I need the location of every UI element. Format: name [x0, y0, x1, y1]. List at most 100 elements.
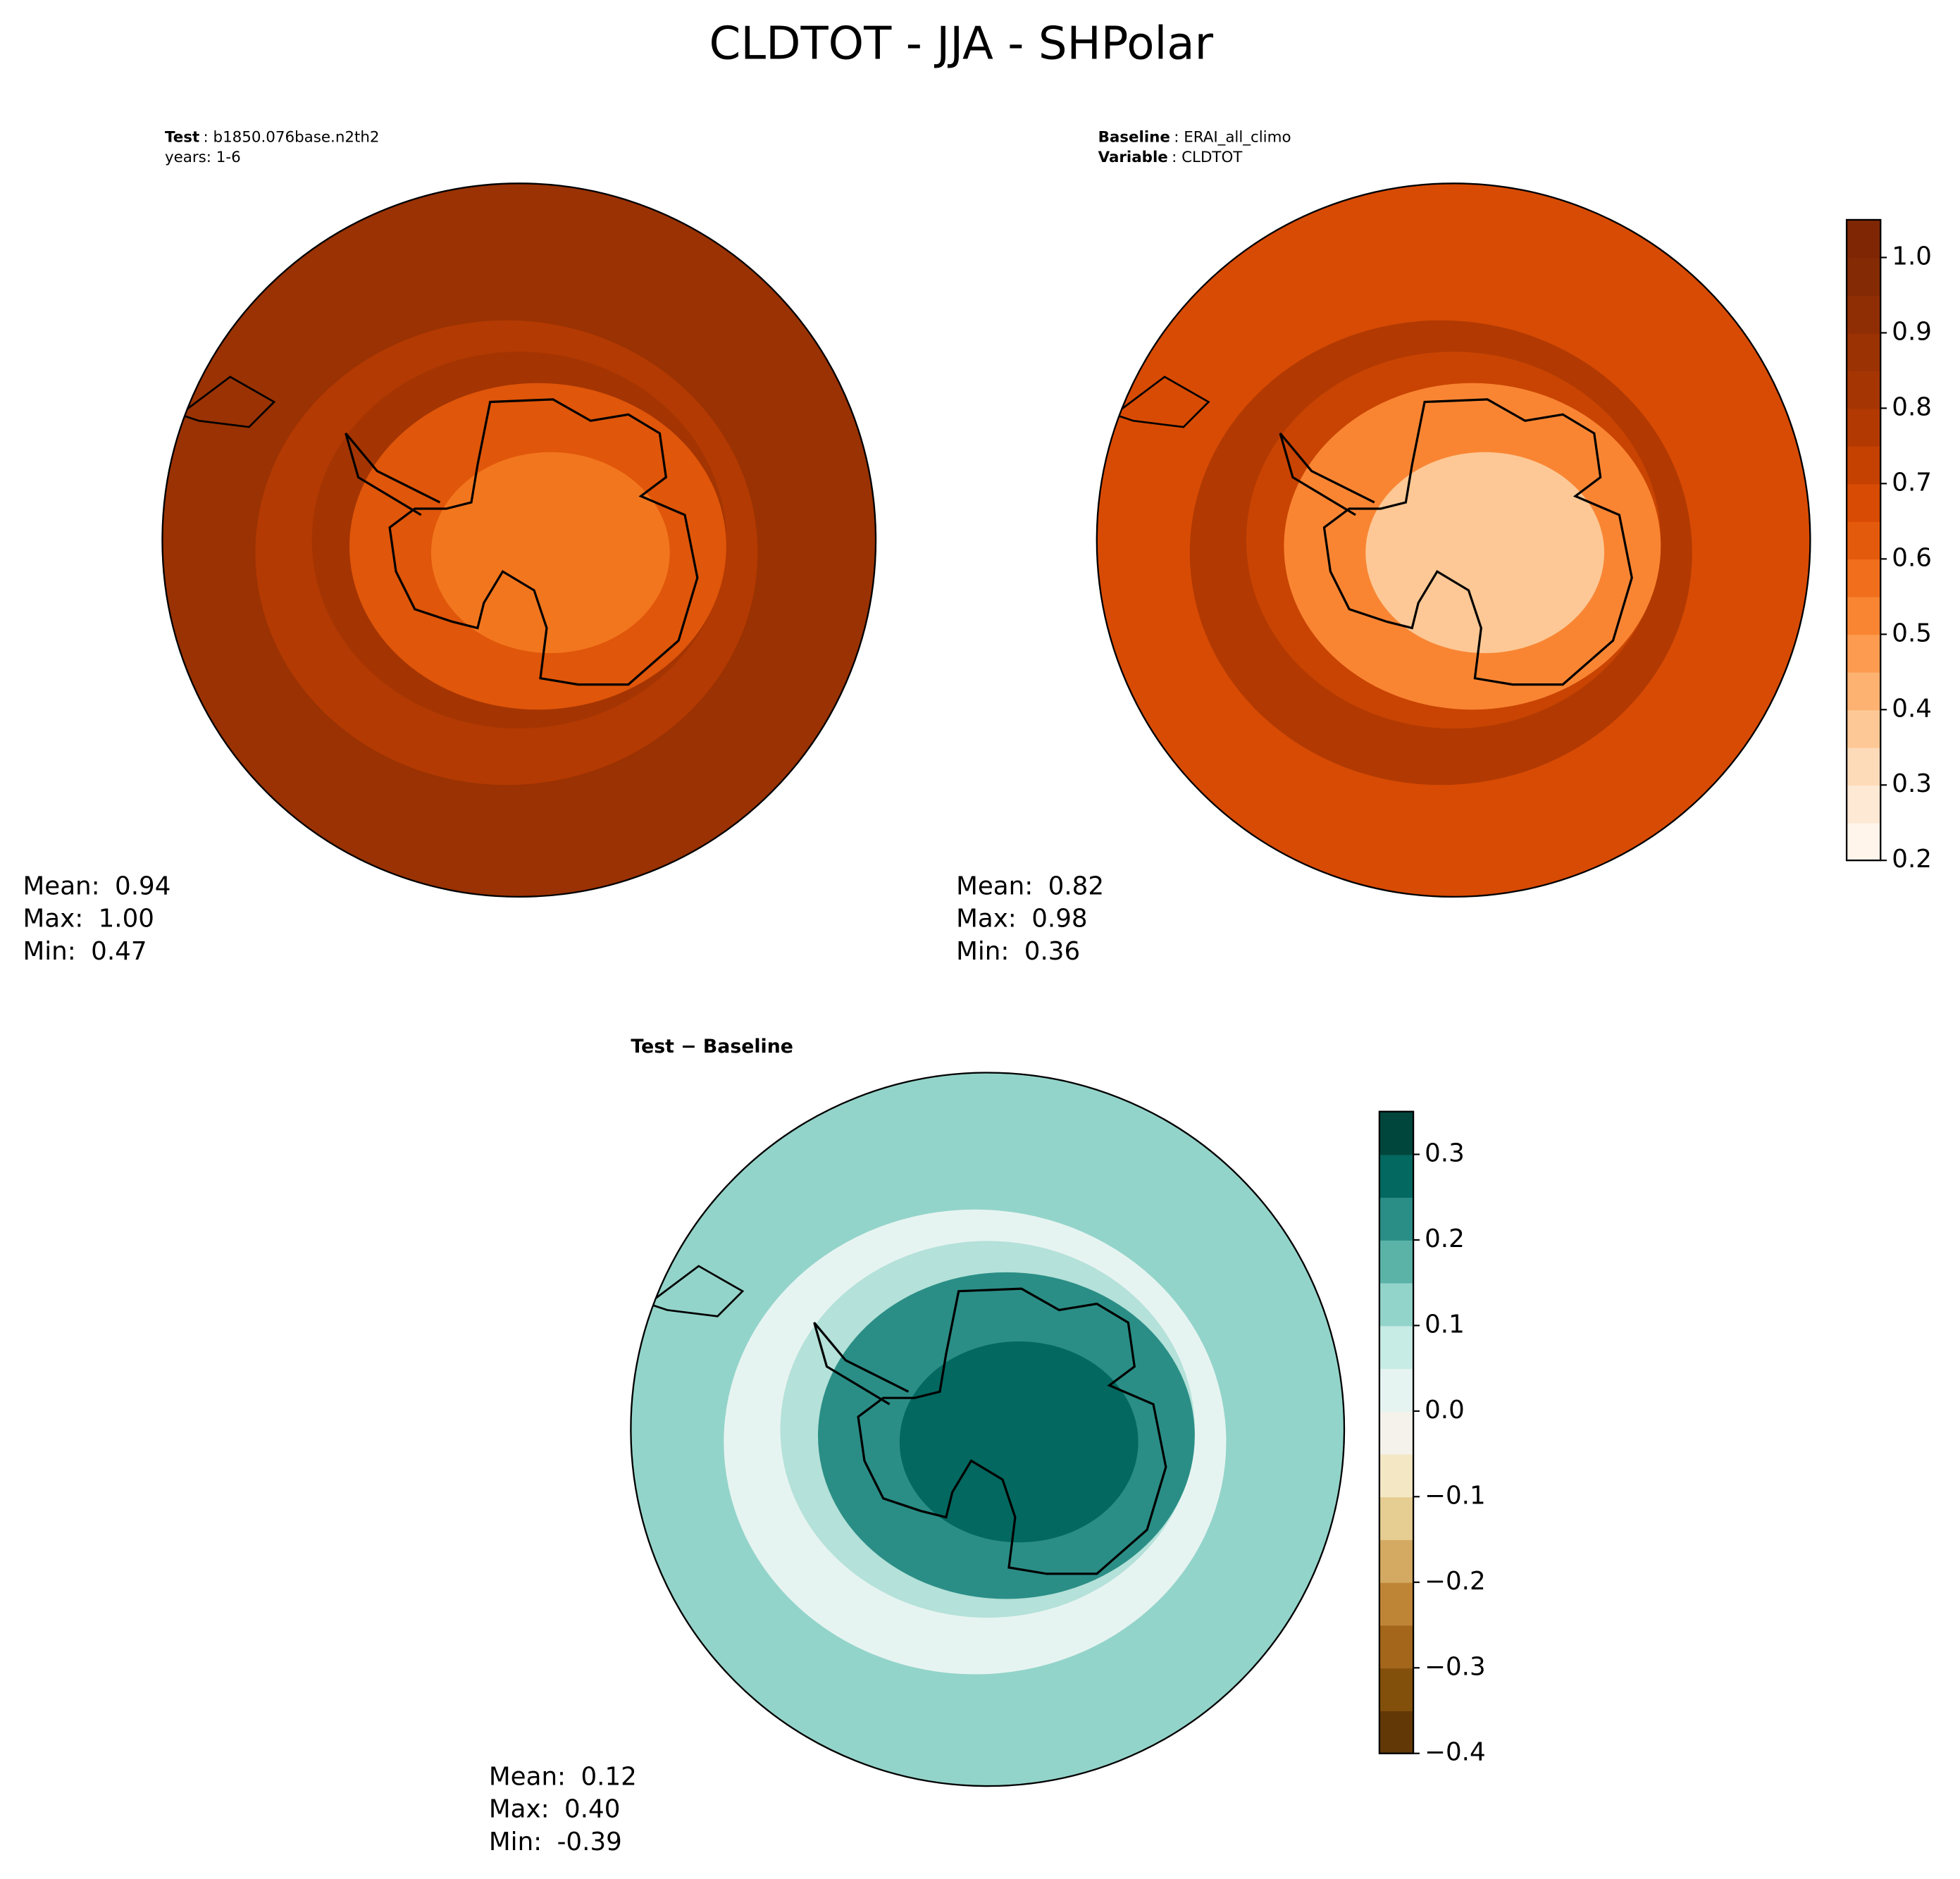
colorbar-band — [1379, 1625, 1414, 1669]
stat-value: 0.36 — [1024, 937, 1080, 966]
colorbar-tick-label: −0.1 — [1425, 1481, 1486, 1510]
colorbar-band — [1379, 1710, 1414, 1754]
stat-label: Max: — [489, 1795, 550, 1824]
map-panel: Test − Baseline Mean: 0.12 Max: 0.40 Min: -0.3… — [489, 1036, 1346, 1856]
stat-label: Max: — [956, 905, 1017, 934]
colorbar-tick-label: 0.5 — [1892, 619, 1932, 647]
map-field — [1096, 183, 1811, 897]
colorbar-band — [1379, 1197, 1414, 1241]
coastline — [178, 376, 276, 428]
map-border — [161, 182, 877, 898]
colorbar-band — [1847, 822, 1881, 862]
header-key: Test — [165, 128, 199, 146]
colorbar-tick-label: 0.0 — [1425, 1396, 1465, 1425]
colorbar-band — [1847, 596, 1881, 635]
panel-header: Test − Baseline — [631, 1036, 793, 1058]
colorbar-band — [1379, 1154, 1414, 1198]
colorbar-tick-label: 0.1 — [1425, 1310, 1465, 1339]
map-field — [162, 183, 876, 897]
stat-label: Min: — [956, 937, 1009, 966]
field-land-inner — [899, 1341, 1139, 1543]
colorbar-band — [1379, 1539, 1414, 1583]
colorbar-tick-label: −0.2 — [1425, 1567, 1486, 1596]
stat-value: -0.39 — [557, 1828, 622, 1856]
stat-label: Mean: — [23, 872, 100, 900]
stat-line: Max: 1.00 — [23, 905, 154, 934]
stat-value: 1.00 — [99, 905, 154, 934]
stat-label: Mean: — [956, 872, 1033, 900]
map-border — [630, 1072, 1346, 1787]
figure-title: CLDTOT - JJA - SHPolar — [709, 18, 1214, 70]
header-text: : ERAI_all_climo — [1174, 128, 1291, 146]
colorbar-band — [1379, 1410, 1414, 1455]
field-land-inner — [430, 452, 670, 654]
stat-line: Mean: 0.94 — [23, 872, 171, 900]
colorbar-band — [1847, 747, 1881, 786]
colorbar-band — [1379, 1668, 1414, 1711]
colorbar-band — [1379, 1582, 1414, 1626]
map-field — [631, 1072, 1344, 1787]
colorbar-tick-label: 0.2 — [1892, 845, 1932, 874]
header-key: Test − Baseline — [631, 1036, 793, 1058]
colorbar-tick-label: 0.6 — [1892, 543, 1932, 572]
colorbar-band — [1379, 1239, 1414, 1284]
colorbar-band — [1847, 785, 1881, 824]
colorbar-band — [1847, 257, 1881, 296]
stat-label: Mean: — [489, 1762, 566, 1791]
stat-line: Mean: 0.82 — [956, 872, 1104, 900]
stat-label: Min: — [489, 1828, 542, 1856]
panel-header: Variable: CLDTOT — [1098, 149, 1243, 166]
stat-line: Min: -0.39 — [489, 1828, 622, 1856]
colorbar-band — [1847, 709, 1881, 748]
field-land-inner — [1365, 452, 1605, 654]
map-panel: Baseline: ERAI_all_climo Variable: CLDTOT… — [956, 128, 1811, 966]
map-border — [1096, 182, 1811, 898]
header-text: : b1850.076base.n2th2 — [204, 128, 380, 146]
colorbar-tick-label: 0.3 — [1892, 769, 1932, 798]
stat-value: 0.40 — [564, 1795, 620, 1824]
stat-line: Max: 0.40 — [489, 1795, 620, 1824]
colorbar-tick-label: 0.2 — [1425, 1224, 1465, 1253]
colorbar-band — [1847, 294, 1881, 334]
colorbar-band — [1379, 1453, 1414, 1498]
stat-label: Max: — [23, 905, 84, 934]
panel-header: Test : b1850.076base.n2th2 — [165, 128, 380, 146]
colorbar-band — [1847, 671, 1881, 711]
colorbar-band — [1379, 1368, 1414, 1412]
colorbar-band — [1847, 408, 1881, 447]
coastline — [1112, 376, 1210, 428]
colorbar-band — [1379, 1325, 1414, 1370]
stat-value: 0.98 — [1031, 905, 1087, 934]
colorbar-frame — [1378, 1110, 1415, 1754]
stat-line: Min: 0.47 — [23, 937, 147, 966]
stat-value: 0.12 — [581, 1762, 636, 1791]
colorbar-band — [1379, 1496, 1414, 1540]
colorbar-band — [1847, 483, 1881, 522]
stat-label: Min: — [23, 937, 76, 966]
colorbar-tick-label: −0.4 — [1425, 1738, 1486, 1767]
colorbar-frame — [1845, 218, 1882, 862]
colorbar-tick-label: 0.9 — [1892, 317, 1932, 346]
header-text: years: 1-6 — [165, 149, 241, 166]
colorbar-tick-label: 1.0 — [1892, 242, 1932, 271]
colorbar-band — [1847, 634, 1881, 673]
colorbar-band — [1847, 219, 1881, 259]
coastline — [646, 1265, 745, 1317]
stat-value: 0.94 — [115, 872, 170, 900]
colorbar-band — [1379, 1111, 1414, 1155]
colorbar-tick-label: −0.3 — [1425, 1652, 1486, 1681]
colorbar-band — [1847, 370, 1881, 409]
colorbar-tick-label: 0.7 — [1892, 468, 1932, 497]
header-text: : CLDTOT — [1172, 149, 1243, 166]
colorbar-band — [1847, 521, 1881, 560]
colorbar-band — [1379, 1282, 1414, 1327]
stat-line: Mean: 0.12 — [489, 1762, 637, 1791]
panel-header: years: 1-6 — [165, 149, 241, 166]
stat-value: 0.47 — [91, 937, 147, 966]
colorbar-tick-label: 0.8 — [1892, 392, 1932, 421]
header-key: Variable — [1098, 149, 1168, 166]
header-key: Baseline — [1098, 128, 1170, 146]
stat-value: 0.82 — [1048, 872, 1104, 900]
colorbar-band — [1847, 445, 1881, 485]
